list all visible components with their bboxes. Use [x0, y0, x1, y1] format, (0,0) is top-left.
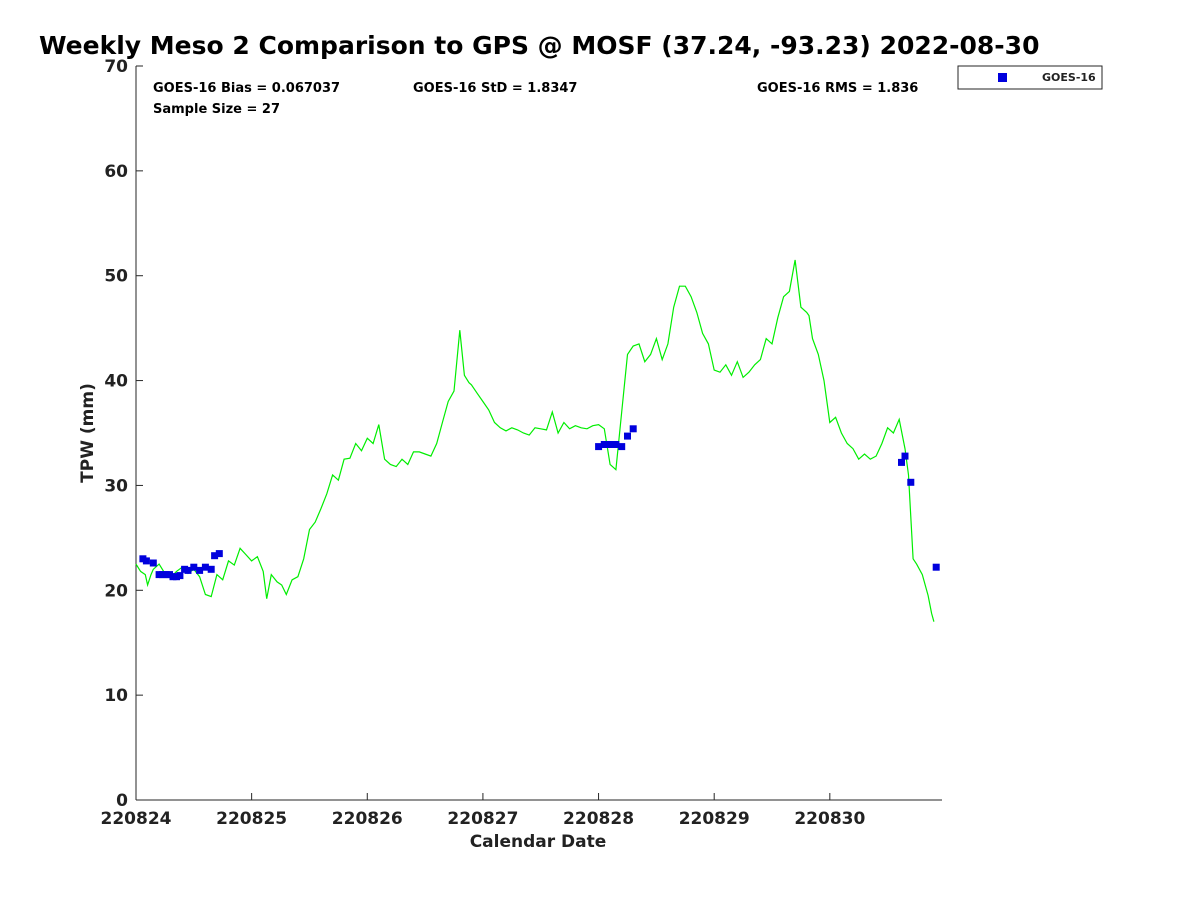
legend-label: GOES-16: [1042, 71, 1096, 84]
goes-16-point: [907, 478, 915, 486]
x-axis-label: Calendar Date: [470, 832, 607, 852]
goes-16-point: [211, 552, 219, 560]
y-tick-label: 10: [104, 686, 128, 706]
y-tick-label: 40: [104, 372, 128, 392]
y-tick-label: 20: [104, 581, 128, 601]
x-tick-label: 220826: [332, 809, 403, 829]
y-ticks: 0 10 20 30 40 50 60 70: [104, 57, 143, 811]
x-tick-label: 220825: [216, 809, 287, 829]
goes-16-point: [207, 565, 215, 573]
y-tick-label: 70: [104, 57, 128, 77]
x-ticks: 220824 220825 220826 220827 220828 220829 2208…: [101, 793, 865, 829]
goes-16-point: [629, 425, 637, 433]
sample-size-stat: Sample Size = 27: [153, 102, 280, 117]
goes-16-point: [142, 557, 150, 565]
x-tick-label: 220824: [101, 809, 172, 829]
goes-16-point: [196, 566, 204, 574]
goes-16-point: [595, 443, 603, 451]
goes-16-point: [215, 550, 223, 558]
y-tick-label: 30: [104, 476, 128, 496]
goes-16-point: [612, 441, 620, 448]
goes-16-point: [190, 563, 198, 571]
goes-16-point: [618, 443, 626, 451]
x-tick-label: 220827: [447, 809, 518, 829]
y-axis-label: TPW (mm): [78, 383, 98, 483]
legend-marker: [998, 73, 1007, 82]
legend: GOES-16: [957, 65, 1103, 90]
x-tick-label: 220828: [563, 809, 634, 829]
plot-axes: [135, 66, 942, 801]
goes-16-point: [624, 432, 631, 440]
goes-16-point: [932, 563, 940, 571]
std-stat: GOES-16 StD = 1.8347: [413, 81, 577, 96]
goes-16-point: [600, 441, 608, 448]
bias-stat: GOES-16 Bias = 0.067037: [153, 81, 340, 96]
legend-box: [957, 65, 1103, 90]
goes-16-point: [201, 563, 209, 571]
rms-stat: GOES-16 RMS = 1.836: [757, 81, 918, 96]
y-tick-label: 0: [116, 791, 128, 811]
y-tick-label: 60: [104, 162, 128, 182]
goes-16-point: [149, 559, 157, 567]
x-tick-label: 220830: [794, 809, 865, 829]
goes-16-point: [606, 441, 614, 448]
goes-16-point: [901, 452, 909, 460]
goes-16-point: [898, 458, 905, 466]
goes-16-point: [184, 566, 192, 574]
chart-title: Weekly Meso 2 Comparison to GPS @ MOSF (…: [39, 31, 1039, 60]
y-tick-label: 50: [104, 267, 128, 287]
goes-16-points: [139, 425, 940, 581]
x-tick-label: 220829: [679, 809, 750, 829]
goes-16-point: [176, 572, 184, 580]
gps-series-line: [135, 259, 935, 622]
